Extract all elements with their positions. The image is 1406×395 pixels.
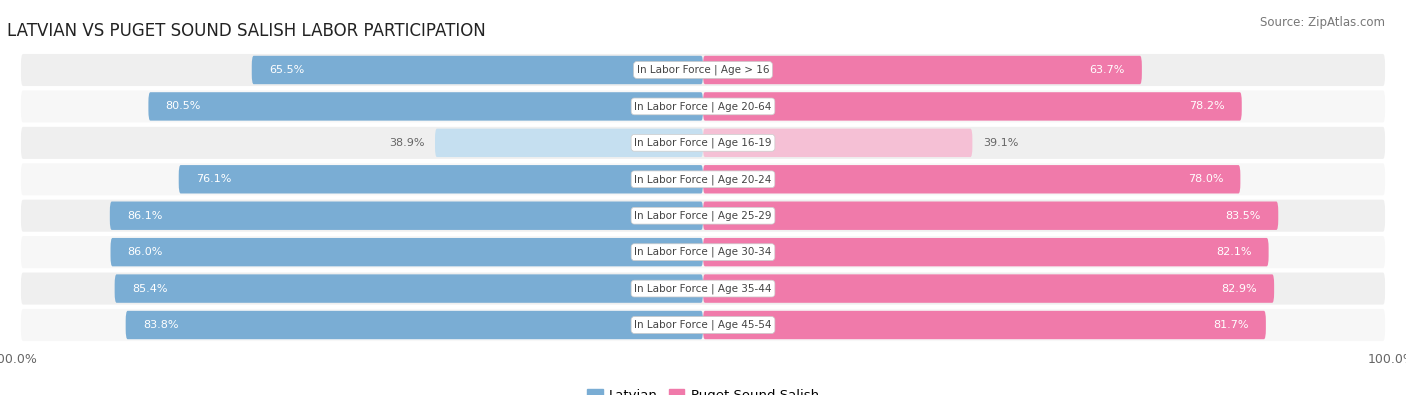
Text: 80.5%: 80.5%: [166, 102, 201, 111]
Text: 83.8%: 83.8%: [143, 320, 179, 330]
FancyBboxPatch shape: [703, 92, 1241, 120]
Text: In Labor Force | Age 20-64: In Labor Force | Age 20-64: [634, 101, 772, 112]
FancyBboxPatch shape: [110, 201, 703, 230]
Text: In Labor Force | Age 45-54: In Labor Force | Age 45-54: [634, 320, 772, 330]
Text: In Labor Force | Age 30-34: In Labor Force | Age 30-34: [634, 247, 772, 258]
Text: 78.0%: 78.0%: [1188, 174, 1223, 184]
Text: 39.1%: 39.1%: [983, 138, 1018, 148]
FancyBboxPatch shape: [125, 311, 703, 339]
FancyBboxPatch shape: [21, 90, 1385, 122]
Text: 76.1%: 76.1%: [195, 174, 232, 184]
Legend: Latvian, Puget Sound Salish: Latvian, Puget Sound Salish: [582, 384, 824, 395]
Text: 86.0%: 86.0%: [128, 247, 163, 257]
FancyBboxPatch shape: [115, 275, 703, 303]
FancyBboxPatch shape: [149, 92, 703, 120]
Text: 63.7%: 63.7%: [1090, 65, 1125, 75]
Text: 78.2%: 78.2%: [1189, 102, 1225, 111]
FancyBboxPatch shape: [21, 273, 1385, 305]
Text: 65.5%: 65.5%: [269, 65, 304, 75]
FancyBboxPatch shape: [21, 236, 1385, 268]
Text: 85.4%: 85.4%: [132, 284, 167, 293]
FancyBboxPatch shape: [21, 127, 1385, 159]
FancyBboxPatch shape: [21, 163, 1385, 195]
FancyBboxPatch shape: [703, 129, 973, 157]
FancyBboxPatch shape: [434, 129, 703, 157]
Text: 83.5%: 83.5%: [1226, 211, 1261, 221]
FancyBboxPatch shape: [111, 238, 703, 266]
FancyBboxPatch shape: [252, 56, 703, 84]
FancyBboxPatch shape: [21, 309, 1385, 341]
FancyBboxPatch shape: [21, 54, 1385, 86]
Text: 38.9%: 38.9%: [389, 138, 425, 148]
Text: In Labor Force | Age > 16: In Labor Force | Age > 16: [637, 65, 769, 75]
Text: LATVIAN VS PUGET SOUND SALISH LABOR PARTICIPATION: LATVIAN VS PUGET SOUND SALISH LABOR PART…: [7, 22, 486, 40]
Text: In Labor Force | Age 25-29: In Labor Force | Age 25-29: [634, 211, 772, 221]
Text: 82.1%: 82.1%: [1216, 247, 1251, 257]
Text: 86.1%: 86.1%: [127, 211, 163, 221]
Text: In Labor Force | Age 16-19: In Labor Force | Age 16-19: [634, 137, 772, 148]
FancyBboxPatch shape: [703, 238, 1268, 266]
FancyBboxPatch shape: [703, 56, 1142, 84]
FancyBboxPatch shape: [179, 165, 703, 194]
Text: In Labor Force | Age 35-44: In Labor Force | Age 35-44: [634, 283, 772, 294]
FancyBboxPatch shape: [703, 275, 1274, 303]
FancyBboxPatch shape: [703, 311, 1265, 339]
Text: Source: ZipAtlas.com: Source: ZipAtlas.com: [1260, 16, 1385, 29]
Text: 81.7%: 81.7%: [1213, 320, 1249, 330]
Text: 82.9%: 82.9%: [1222, 284, 1257, 293]
FancyBboxPatch shape: [21, 200, 1385, 232]
FancyBboxPatch shape: [703, 165, 1240, 194]
FancyBboxPatch shape: [703, 201, 1278, 230]
Text: In Labor Force | Age 20-24: In Labor Force | Age 20-24: [634, 174, 772, 184]
